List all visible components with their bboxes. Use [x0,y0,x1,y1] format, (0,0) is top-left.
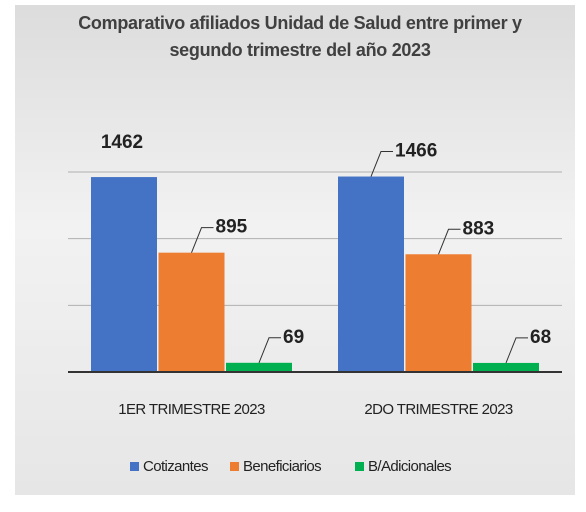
bar [91,177,157,372]
bar [473,362,539,372]
leader-line [438,228,461,255]
x-tick-label: 2DO TRIMESTRE 2023 [364,401,512,418]
data-label: 895 [216,217,248,238]
data-label: 68 [530,327,551,348]
data-label: 1466 [395,141,437,162]
legend-label: Beneficiarios [243,458,321,475]
data-label: 69 [283,327,304,348]
data-label: 1462 [101,132,143,153]
x-tick-label: 1ER TRIMESTRE 2023 [118,401,265,418]
bar [226,362,292,372]
bar [338,176,404,372]
data-label: 883 [463,218,495,239]
bar [405,254,472,372]
chart-title: Comparativo afiliados Unidad de Salud en… [78,13,522,60]
legend-swatch [230,462,239,471]
leader-line [191,227,214,253]
bar [158,252,225,372]
leader-line [370,151,393,177]
legend-label: B/Adicionales [368,458,451,475]
leader-line [258,337,281,363]
legend-swatch [355,462,364,471]
legend-swatch [130,462,139,471]
leader-line [505,337,528,364]
legend-label: Cotizantes [143,458,208,475]
